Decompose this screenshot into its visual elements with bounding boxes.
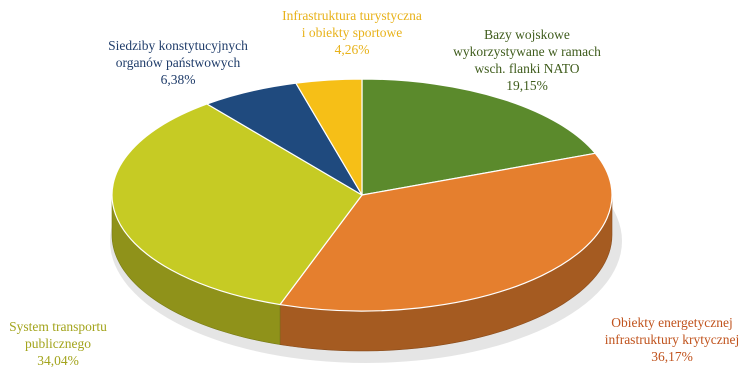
slice-label-infra: Infrastruktura turystyczna i obiekty spo… bbox=[266, 7, 438, 58]
slice-label-bases-line-2: wykorzystywane w ramach bbox=[453, 44, 601, 59]
slice-label-transport-line-1: System transportu bbox=[9, 319, 107, 334]
slice-label-seats-line-2: organów państwowych bbox=[115, 55, 241, 70]
slice-label-energy: Obiekty energetycznej infrastruktury kry… bbox=[592, 314, 747, 365]
slice-label-energy-line-2: infrastruktury krytycznej bbox=[604, 332, 740, 347]
slice-value-bases: 19,15% bbox=[506, 78, 548, 93]
slice-label-transport: System transportu publicznego 34,04% bbox=[0, 318, 118, 369]
slice-bases bbox=[361, 78, 596, 196]
slice-label-energy-line-1: Obiekty energetycznej bbox=[611, 315, 733, 330]
slice-label-infra-line-1: Infrastruktura turystyczna bbox=[282, 8, 422, 23]
slice-label-bases-line-3: wsch. flanki NATO bbox=[474, 61, 580, 76]
slice-value-energy: 36,17% bbox=[651, 349, 693, 364]
slice-label-seats: Siedziby konstytucyjnych organów państwo… bbox=[78, 37, 278, 88]
slice-value-infra: 4,26% bbox=[334, 42, 370, 57]
slice-label-bases: Bazy wojskowe wykorzystywane w ramach ws… bbox=[442, 26, 612, 94]
slice-label-seats-line-1: Siedziby konstytucyjnych bbox=[108, 38, 248, 53]
slice-energy bbox=[279, 152, 613, 312]
slice-infra bbox=[295, 78, 363, 196]
slice-value-seats: 6,38% bbox=[160, 72, 196, 87]
slice-label-bases-line-1: Bazy wojskowe bbox=[484, 27, 570, 42]
slice-label-infra-line-2: i obiekty sportowe bbox=[301, 25, 403, 40]
slice-label-transport-line-2: publicznego bbox=[25, 336, 91, 351]
slice-value-transport: 34,04% bbox=[37, 353, 79, 368]
slice-transport bbox=[111, 103, 363, 306]
